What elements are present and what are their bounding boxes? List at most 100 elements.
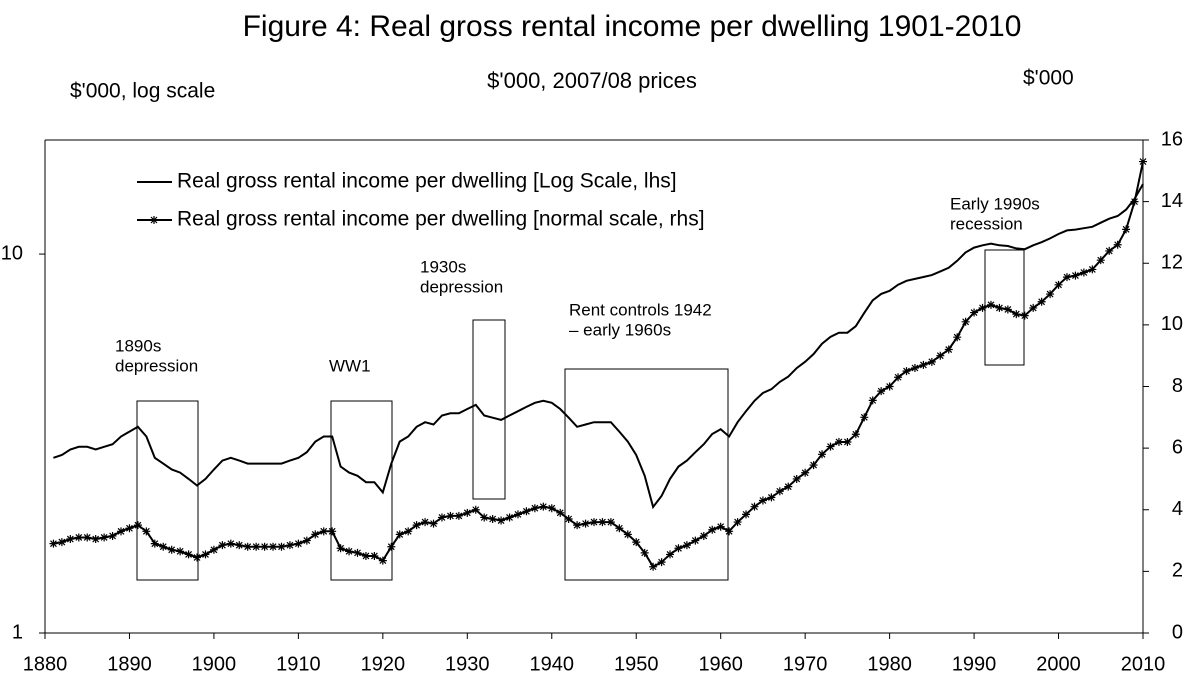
point-marker [868,396,877,405]
point-marker [142,527,151,536]
legend-label: Real gross rental income per dwelling [L… [177,170,677,193]
point-marker [978,303,987,312]
point-marker [319,527,328,536]
point-marker [877,387,886,396]
point-marker [159,542,168,551]
annotation: recession [950,214,1023,233]
annotation: 1890s [115,336,161,355]
point-marker [302,536,311,545]
y2-tick-label: 16 [1161,128,1183,150]
point-marker [556,508,565,517]
x-tick-label: 1970 [783,653,828,675]
point-marker [421,518,430,527]
point-marker [378,556,387,565]
point-marker [353,548,362,557]
point-marker [547,504,556,513]
point-marker [758,496,767,505]
point-marker [1003,305,1012,314]
point-marker [57,538,66,547]
point-marker [370,551,379,560]
point-marker [944,345,953,354]
point-marker [733,518,742,527]
y2-axis-label: $'000 [1023,67,1074,90]
point-marker [1113,240,1122,249]
point-marker [193,553,202,562]
point-marker [530,504,539,513]
point-marker [1088,265,1097,274]
annotation: WW1 [329,356,371,375]
point-marker [843,437,852,446]
point-marker [294,539,303,548]
point-marker [564,514,573,523]
point-marker [361,551,370,560]
point-marker [910,364,919,373]
point-marker [336,544,345,553]
point-marker [1139,157,1147,166]
point-marker [1046,290,1055,299]
point-marker [834,437,843,446]
point-marker [598,518,607,527]
point-marker [218,541,227,550]
point-marker [488,514,497,523]
subtitle: $'000, 2007/08 prices [487,68,697,93]
point-marker [953,333,962,342]
point-marker [699,531,708,540]
point-marker [1079,268,1088,277]
point-marker [539,502,548,511]
y2-tick-label: 10 [1161,313,1183,335]
point-marker [1105,246,1114,255]
point-marker [1054,280,1063,289]
point-marker [412,521,421,530]
point-marker [497,516,506,525]
point-marker [826,442,835,451]
point-marker [387,542,396,551]
x-tick-label: 1910 [276,653,321,675]
x-tick-label: 1980 [867,653,912,675]
point-marker [1012,310,1021,319]
point-marker [471,505,480,514]
x-tick-label: 1960 [698,653,743,675]
annotation: depression [115,356,198,375]
point-marker [809,461,818,470]
point-marker [860,413,869,422]
x-tick-label: 1950 [614,653,659,675]
point-marker [725,527,734,536]
point-marker [784,482,793,491]
point-marker [919,360,928,369]
point-marker [606,518,615,527]
annotation: – early 1960s [569,320,671,339]
annotation: depression [420,277,503,296]
point-marker [66,535,75,544]
y2-tick-label: 8 [1172,375,1183,397]
x-tick-label: 1890 [107,653,152,675]
point-marker [708,525,717,534]
x-tick-label: 1900 [192,653,237,675]
point-marker [1122,225,1131,234]
point-marker [590,518,598,527]
point-marker [632,538,641,547]
point-marker [961,317,970,326]
point-marker [125,524,134,533]
point-marker [328,527,337,536]
x-tick-label: 2000 [1036,653,1081,675]
x-tick-label: 1990 [952,653,997,675]
point-marker [1037,297,1046,306]
point-marker [927,357,936,366]
point-marker [209,545,218,554]
point-marker [970,308,979,317]
point-marker [936,351,945,360]
series-line [53,183,1144,510]
point-marker [573,521,582,530]
point-marker [243,542,252,551]
point-marker [184,550,193,559]
point-marker [446,511,455,520]
point-marker [311,530,320,539]
point-marker [902,367,911,376]
point-marker [49,539,58,548]
point-marker [615,524,624,533]
point-marker [640,548,649,557]
y2-tick-label: 4 [1172,498,1183,520]
point-marker [235,541,244,550]
y2-tick-label: 12 [1161,252,1183,274]
point-marker [463,508,472,517]
